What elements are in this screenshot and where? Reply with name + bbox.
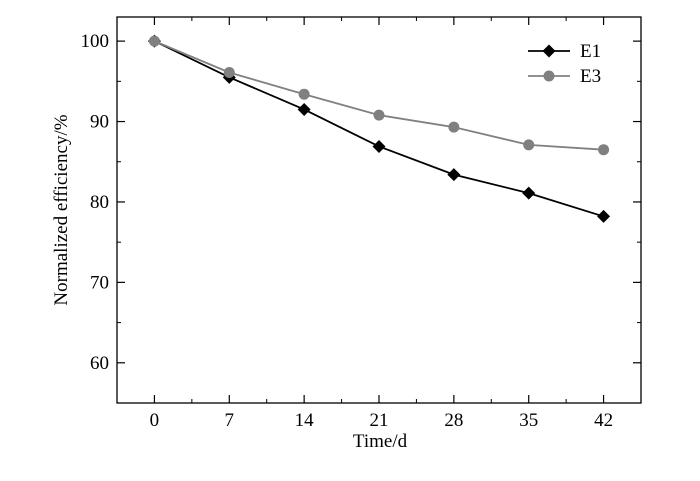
- y-tick-label-70: 70: [90, 272, 109, 293]
- data-point-e1-4: [447, 168, 461, 182]
- plot-frame: [116, 16, 642, 404]
- data-point-e3-4: [448, 121, 460, 133]
- y-tick-label-100: 100: [81, 31, 110, 52]
- data-point-e3-3: [373, 109, 385, 121]
- x-axis-label: Time/d: [353, 431, 408, 452]
- data-point-e1-2: [297, 102, 311, 116]
- x-tick-label-3: 21: [370, 410, 389, 431]
- data-point-e3-2: [298, 88, 310, 100]
- y-axis-label: Normalized efficiency/%: [51, 114, 72, 305]
- x-tick-label-2: 14: [295, 410, 315, 431]
- x-tick-label-0: 0: [150, 410, 160, 431]
- y-tick-label-60: 60: [90, 353, 109, 374]
- data-point-e1-5: [522, 186, 536, 200]
- data-point-e1-6: [597, 209, 611, 223]
- series-e1: [147, 34, 611, 223]
- series-line-e1: [154, 40, 604, 218]
- legend-marker-e3: [543, 70, 555, 82]
- series-line-e3: [154, 40, 604, 151]
- legend-item-e1: E1: [528, 41, 601, 62]
- data-point-e3-1: [223, 66, 235, 78]
- y-tick-label-80: 80: [90, 192, 109, 213]
- legend-label-e3: E3: [580, 66, 601, 87]
- data-point-e3-0: [148, 35, 160, 47]
- series-layer: [147, 34, 611, 223]
- legend-item-e3: E3: [528, 66, 601, 87]
- series-e3: [148, 35, 610, 156]
- data-point-e1-3: [372, 139, 386, 153]
- x-tick-label-1: 7: [225, 410, 235, 431]
- data-point-e3-6: [598, 144, 610, 156]
- data-point-e3-5: [523, 139, 535, 151]
- x-tick-label-5: 35: [519, 410, 538, 431]
- x-tick-label-4: 28: [444, 410, 463, 431]
- legend-marker-e1: [542, 44, 556, 58]
- y-tick-label-90: 90: [90, 112, 109, 133]
- x-tick-label-6: 42: [594, 410, 613, 431]
- axes: 0 7 14 21 28 35 42 60 70 80 90 100: [81, 16, 642, 431]
- legend-label-e1: E1: [580, 41, 601, 62]
